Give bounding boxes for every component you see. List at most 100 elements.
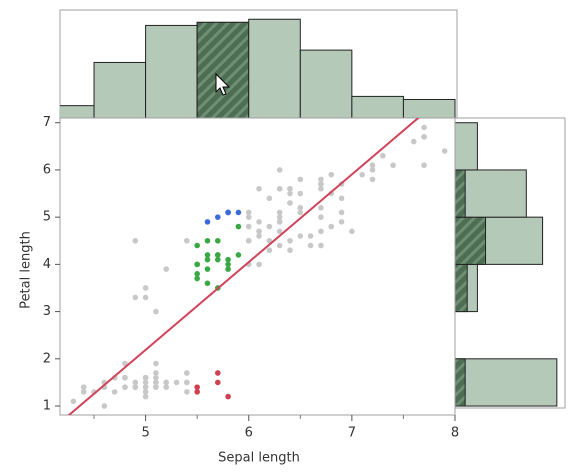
- scatter-point: [153, 384, 159, 390]
- scatter-point: [194, 271, 200, 277]
- scatter-point: [184, 379, 190, 386]
- scatter-point: [276, 219, 283, 225]
- x-tick-label: 6: [245, 426, 253, 441]
- scatter-point: [276, 167, 283, 173]
- scatter-point: [287, 247, 293, 254]
- scatter-point: [276, 209, 283, 216]
- scatter-point: [338, 219, 345, 225]
- scatter-point: [276, 228, 283, 235]
- scatter-point: [225, 393, 231, 400]
- scatter-point: [225, 261, 231, 268]
- scatter-point: [276, 186, 283, 192]
- y-tick-label: 3: [43, 304, 51, 319]
- scatter-point: [153, 370, 159, 376]
- scatter-point: [204, 256, 211, 263]
- scatter-point: [142, 379, 149, 386]
- scatter-point: [287, 190, 293, 197]
- scatter-point: [235, 223, 242, 230]
- scatter-point: [318, 228, 324, 235]
- selected-bar: [455, 216, 487, 265]
- scatter-point: [80, 384, 87, 390]
- scatter-point: [256, 186, 262, 192]
- y-tick-label: 2: [43, 351, 51, 366]
- histogram-bar: [455, 169, 527, 218]
- scatter-point: [276, 242, 283, 249]
- axes: 5 6 7 8 1 2 3 4 5 6 7: [43, 115, 459, 440]
- y-tick-label: 1: [43, 399, 51, 414]
- scatter-point: [328, 223, 335, 230]
- scatter-point: [194, 384, 200, 390]
- scatter-point: [132, 294, 139, 301]
- scatter-point: [204, 280, 211, 287]
- selected-bar: [455, 169, 466, 218]
- scatter-point: [297, 190, 304, 197]
- scatter-point: [390, 162, 396, 169]
- scatter-point: [142, 389, 149, 395]
- scatter-point: [318, 186, 324, 192]
- scatter-point: [142, 393, 149, 400]
- scatter-point: [369, 167, 376, 173]
- scatter-point: [214, 252, 221, 258]
- x-tick-label: 7: [348, 426, 356, 441]
- scatter-point: [214, 256, 221, 263]
- scatter-point: [173, 379, 180, 386]
- scatter-point: [307, 242, 314, 249]
- scatter-point: [421, 134, 427, 140]
- scatter-point: [204, 252, 211, 258]
- scatter-point: [142, 285, 149, 291]
- scatter-point: [153, 374, 159, 381]
- histogram-bar: [455, 358, 558, 407]
- scatter-point: [307, 233, 314, 239]
- scatter-point: [318, 181, 324, 187]
- scatter-point: [153, 360, 159, 367]
- scatter-point: [287, 237, 293, 244]
- scatter-point: [256, 261, 262, 268]
- scatter-point: [142, 384, 149, 390]
- scatter-point: [142, 374, 149, 381]
- histogram-bar: [145, 24, 198, 118]
- scatter-area: [67, 118, 448, 415]
- scatter-point: [214, 370, 221, 376]
- scatter-point: [204, 266, 211, 272]
- scatter-point: [101, 403, 108, 409]
- scatter-point: [184, 237, 190, 244]
- scatter-point: [163, 384, 170, 390]
- fit-line: [67, 118, 420, 415]
- y-tick-label: 7: [43, 115, 51, 130]
- scatter-point: [328, 171, 335, 178]
- scatter-point: [338, 209, 345, 216]
- scatter-point: [214, 237, 221, 244]
- scatter-point: [359, 171, 365, 178]
- histogram-bar: [248, 18, 301, 118]
- scatter-point: [184, 370, 190, 376]
- scatter-point: [297, 233, 304, 239]
- scatter-point: [122, 374, 128, 381]
- scatter-point: [297, 176, 304, 183]
- scatter-point: [256, 233, 262, 239]
- scatter-point: [245, 223, 252, 230]
- scatter-point: [214, 379, 221, 386]
- scatter-point: [122, 384, 128, 390]
- y-tick-label: 5: [43, 210, 51, 225]
- selected-bar: [455, 263, 468, 313]
- scatter-point: [266, 247, 273, 254]
- scatter-point: [380, 152, 386, 159]
- scatter-point: [256, 219, 262, 225]
- scatter-point: [111, 389, 118, 395]
- scatter-point: [287, 200, 293, 206]
- scatter-point: [318, 214, 324, 220]
- scatter-point: [194, 389, 200, 395]
- scatter-point: [235, 252, 242, 258]
- scatter-point: [245, 214, 252, 220]
- scatter-point: [245, 209, 252, 216]
- y-tick-label: 4: [43, 257, 51, 272]
- scatter-point: [318, 204, 324, 211]
- scatter-point: [153, 379, 159, 386]
- histogram-bar: [402, 98, 456, 118]
- scatter-point: [132, 379, 139, 386]
- x-tick-label: 8: [451, 426, 459, 441]
- scatter-point: [318, 242, 324, 249]
- scatter-point: [163, 379, 170, 386]
- scatter-point: [266, 223, 273, 230]
